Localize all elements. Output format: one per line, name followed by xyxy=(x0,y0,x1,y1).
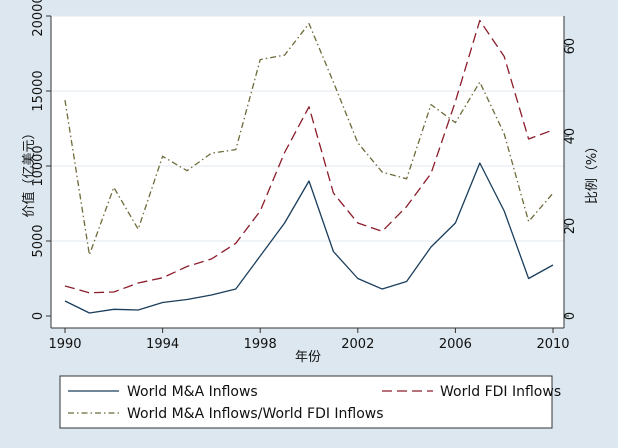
series-line-0 xyxy=(64,162,554,314)
y-tick-label-left: 15000 xyxy=(31,70,46,111)
x-tick-label: 1994 xyxy=(146,337,179,352)
legend: World M&A Inflows World FDI Inflows Worl… xyxy=(59,375,561,429)
plot-area xyxy=(51,16,564,328)
x-tick-label: 2002 xyxy=(341,337,374,352)
y-ticks-left: 0 5000 10000 15000 20000 xyxy=(31,0,51,320)
y-tick-label-left: 10000 xyxy=(31,145,46,186)
legend-box xyxy=(59,375,553,429)
series-layer xyxy=(64,19,554,314)
x-tick-label: 1990 xyxy=(48,337,81,352)
y-tick-label-left: 20000 xyxy=(31,0,46,37)
y-tick-label-left: 0 xyxy=(31,312,46,320)
series-line-2 xyxy=(64,22,554,256)
y-tick-label-right: 0 xyxy=(563,312,578,320)
x-tick-label: 2010 xyxy=(536,337,569,352)
y-tick-label-left: 5000 xyxy=(31,224,46,257)
legend-label-fdi: World FDI Inflows xyxy=(440,384,561,400)
x-axis-title: 年份 xyxy=(295,350,321,365)
y-tick-label-right: 40 xyxy=(563,128,578,145)
legend-label-ma: World M&A Inflows xyxy=(127,384,258,400)
y-tick-label-right: 60 xyxy=(563,38,578,55)
y-axis-title-right: 比例（%） xyxy=(585,140,600,204)
x-ticks: 1990 1994 1998 2002 2006 2010 xyxy=(48,328,570,352)
legend-label-ratio: World M&A Inflows/World FDI Inflows xyxy=(127,406,384,422)
y-ticks-right: 0 20 40 60 xyxy=(563,38,578,320)
x-tick-label: 1998 xyxy=(244,337,277,352)
series-line-1 xyxy=(64,19,554,294)
x-tick-label: 2006 xyxy=(439,337,472,352)
gridlines xyxy=(51,15,564,242)
y-axis-title-left: 价值（亿美元） xyxy=(21,126,37,217)
y-tick-label-right: 20 xyxy=(563,218,578,235)
